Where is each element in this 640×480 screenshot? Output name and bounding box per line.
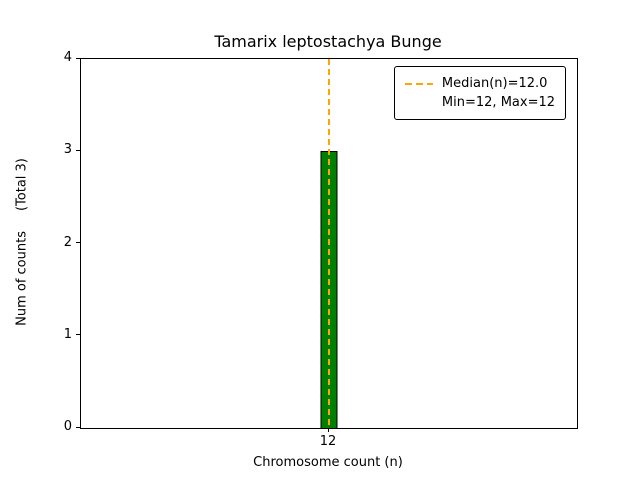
y-tick-label: 3	[63, 142, 72, 158]
chart-title: Tamarix leptostachya Bunge	[214, 32, 442, 51]
y-axis-label-text: Num of counts	[14, 231, 30, 326]
y-axis-label: Num of counts (Total 3)	[15, 158, 30, 326]
legend-minmax-label: Min=12, Max=12	[441, 95, 555, 110]
legend-median-label: Median(n)=12.0	[441, 76, 548, 91]
legend-empty-sample	[405, 102, 433, 104]
y-tick-mark	[76, 334, 80, 336]
y-tick-label: 0	[63, 419, 72, 434]
legend-entry-median: Median(n)=12.0	[404, 74, 555, 93]
y-tick-mark	[76, 242, 80, 243]
y-tick-mark	[76, 149, 80, 151]
y-axis-total-note: (Total 3)	[14, 158, 30, 212]
legend-entry-minmax: Min=12, Max=12	[405, 93, 555, 112]
y-tick-label: 1	[63, 326, 72, 342]
y-tick-label: 2	[63, 234, 72, 250]
x-tick-mark	[327, 428, 329, 432]
legend-dashed-line-sample	[404, 82, 433, 85]
x-tick-label: 12	[319, 434, 337, 449]
y-tick-mark	[76, 57, 80, 59]
y-tick-label: 4	[63, 50, 72, 65]
x-axis-label: Chromosome count (n)	[253, 455, 403, 470]
y-axis-ticks: 0 1 2 3 4	[0, 50, 80, 434]
legend: Median(n)=12.0 Min=12, Max=12	[393, 66, 566, 120]
median-line	[328, 59, 330, 428]
y-tick-mark	[76, 426, 80, 428]
